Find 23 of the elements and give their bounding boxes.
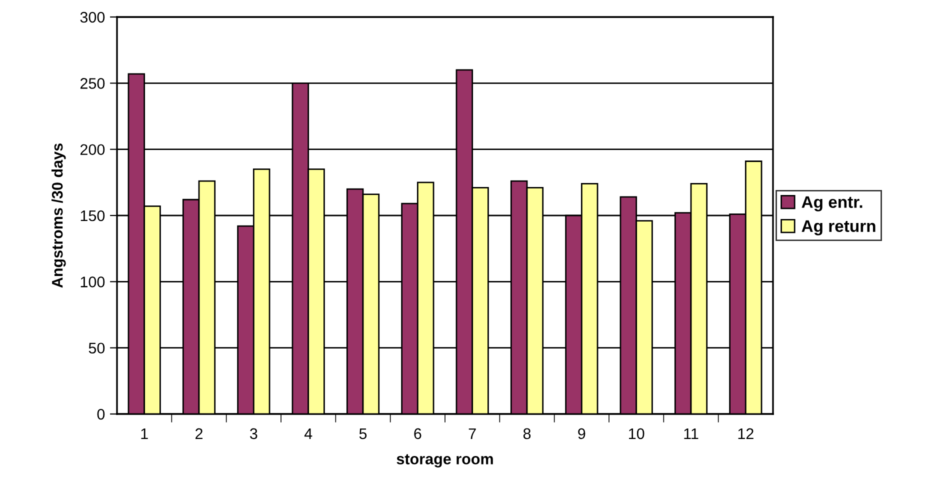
y-tick-label: 100 — [80, 276, 105, 288]
x-tick-label: 9 — [578, 428, 586, 440]
y-tick-label: 200 — [80, 144, 105, 156]
x-tick-label: 5 — [359, 428, 367, 440]
legend-label: Ag return — [802, 220, 876, 236]
y-tick-label: 300 — [80, 12, 105, 23]
y-tick-label: 50 — [88, 342, 105, 354]
x-tick-label: 8 — [523, 428, 531, 440]
x-axis-title: storage room — [396, 454, 493, 468]
x-tick-label: 10 — [629, 428, 644, 440]
x-tick-label: 12 — [738, 428, 754, 439]
y-axis-title: Angstroms /30 days — [52, 144, 66, 288]
x-tick-label: 7 — [468, 428, 476, 439]
x-tick-label: 6 — [414, 428, 422, 440]
x-tick-label: 2 — [196, 428, 202, 439]
x-tick-label: 3 — [250, 428, 258, 440]
x-tick-label: 11 — [684, 428, 698, 439]
legend-label: Ag entr. — [802, 196, 862, 212]
x-tick-label: 1 — [141, 428, 148, 439]
y-tick-label: 0 — [97, 408, 105, 420]
y-tick-label: 150 — [80, 210, 105, 222]
x-tick-label: 4 — [304, 428, 312, 439]
y-tick-label: 250 — [80, 78, 105, 89]
